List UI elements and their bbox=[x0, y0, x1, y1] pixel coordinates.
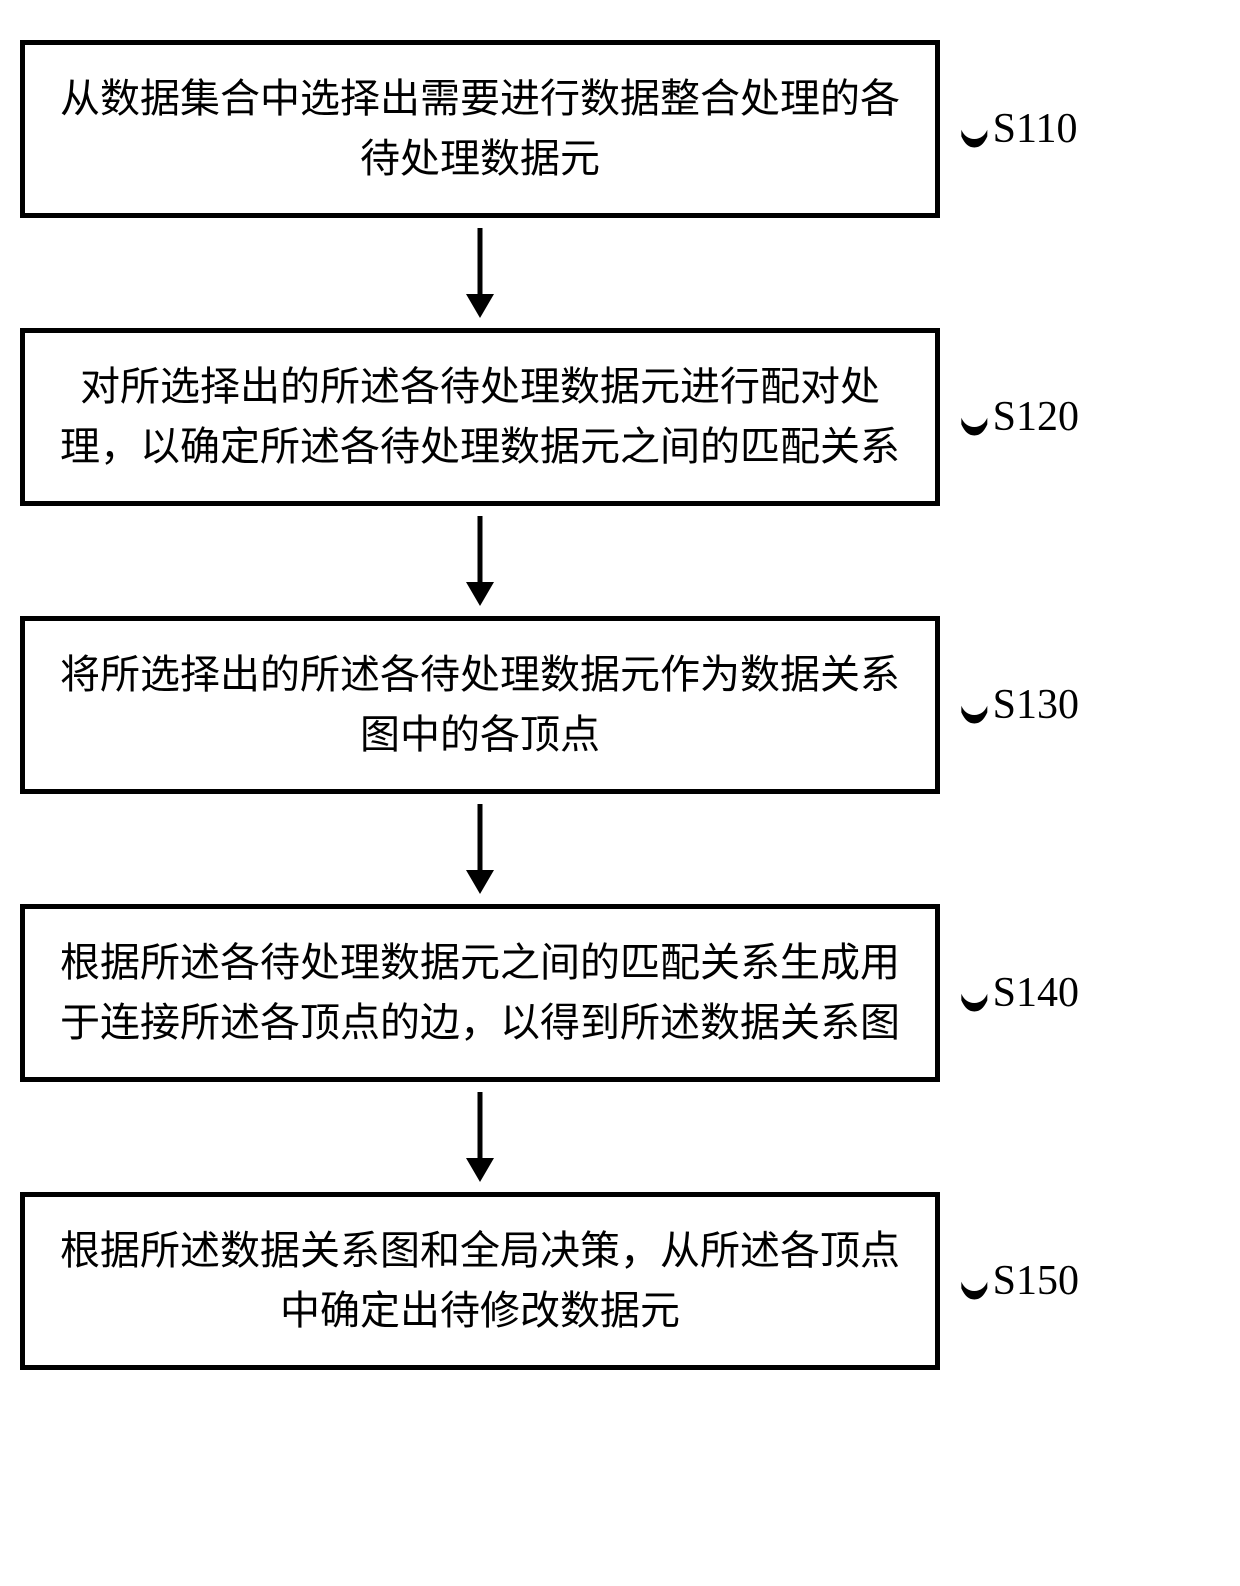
flow-step: 从数据集合中选择出需要进行数据整合处理的各待处理数据元 ⌣ S110 bbox=[20, 40, 1220, 218]
step-label: S150 bbox=[993, 1257, 1079, 1305]
arrow-down-icon bbox=[460, 228, 500, 318]
step-box: 将所选择出的所述各待处理数据元作为数据关系图中的各顶点 bbox=[20, 616, 940, 794]
step-label-group: ⌣ S110 bbox=[948, 89, 1077, 169]
step-box: 根据所述数据关系图和全局决策，从所述各顶点中确定出待修改数据元 bbox=[20, 1192, 940, 1370]
brace-icon: ⌣ bbox=[959, 77, 991, 181]
brace-icon: ⌣ bbox=[959, 653, 991, 757]
arrow-down-icon bbox=[460, 1092, 500, 1182]
flow-step: 根据所述各待处理数据元之间的匹配关系生成用于连接所述各顶点的边，以得到所述数据关… bbox=[20, 904, 1220, 1082]
step-box: 根据所述各待处理数据元之间的匹配关系生成用于连接所述各顶点的边，以得到所述数据关… bbox=[20, 904, 940, 1082]
arrow-wrap bbox=[20, 506, 940, 616]
step-label: S140 bbox=[993, 969, 1079, 1017]
step-box: 从数据集合中选择出需要进行数据整合处理的各待处理数据元 bbox=[20, 40, 940, 218]
step-box: 对所选择出的所述各待处理数据元进行配对处理，以确定所述各待处理数据元之间的匹配关… bbox=[20, 328, 940, 506]
step-text: 根据所述数据关系图和全局决策，从所述各顶点中确定出待修改数据元 bbox=[55, 1221, 905, 1341]
brace-icon: ⌣ bbox=[959, 1229, 991, 1333]
flow-step: 根据所述数据关系图和全局决策，从所述各顶点中确定出待修改数据元 ⌣ S150 bbox=[20, 1192, 1220, 1370]
step-text: 将所选择出的所述各待处理数据元作为数据关系图中的各顶点 bbox=[55, 645, 905, 765]
flow-step: 对所选择出的所述各待处理数据元进行配对处理，以确定所述各待处理数据元之间的匹配关… bbox=[20, 328, 1220, 506]
arrow-down-icon bbox=[460, 804, 500, 894]
arrow-wrap bbox=[20, 218, 940, 328]
flow-step: 将所选择出的所述各待处理数据元作为数据关系图中的各顶点 ⌣ S130 bbox=[20, 616, 1220, 794]
arrow-wrap bbox=[20, 1082, 940, 1192]
brace-icon: ⌣ bbox=[959, 941, 991, 1045]
arrow-down-icon bbox=[460, 516, 500, 606]
step-label-group: ⌣ S120 bbox=[948, 377, 1079, 457]
step-label-group: ⌣ S130 bbox=[948, 665, 1079, 745]
flowchart-container: 从数据集合中选择出需要进行数据整合处理的各待处理数据元 ⌣ S110 对所选择出… bbox=[20, 40, 1220, 1370]
brace-icon: ⌣ bbox=[959, 365, 991, 469]
step-text: 对所选择出的所述各待处理数据元进行配对处理，以确定所述各待处理数据元之间的匹配关… bbox=[55, 357, 905, 477]
step-label: S120 bbox=[993, 393, 1079, 441]
step-label: S110 bbox=[993, 105, 1078, 153]
step-label: S130 bbox=[993, 681, 1079, 729]
step-text: 从数据集合中选择出需要进行数据整合处理的各待处理数据元 bbox=[55, 69, 905, 189]
step-label-group: ⌣ S150 bbox=[948, 1241, 1079, 1321]
step-label-group: ⌣ S140 bbox=[948, 953, 1079, 1033]
arrow-wrap bbox=[20, 794, 940, 904]
step-text: 根据所述各待处理数据元之间的匹配关系生成用于连接所述各顶点的边，以得到所述数据关… bbox=[55, 933, 905, 1053]
